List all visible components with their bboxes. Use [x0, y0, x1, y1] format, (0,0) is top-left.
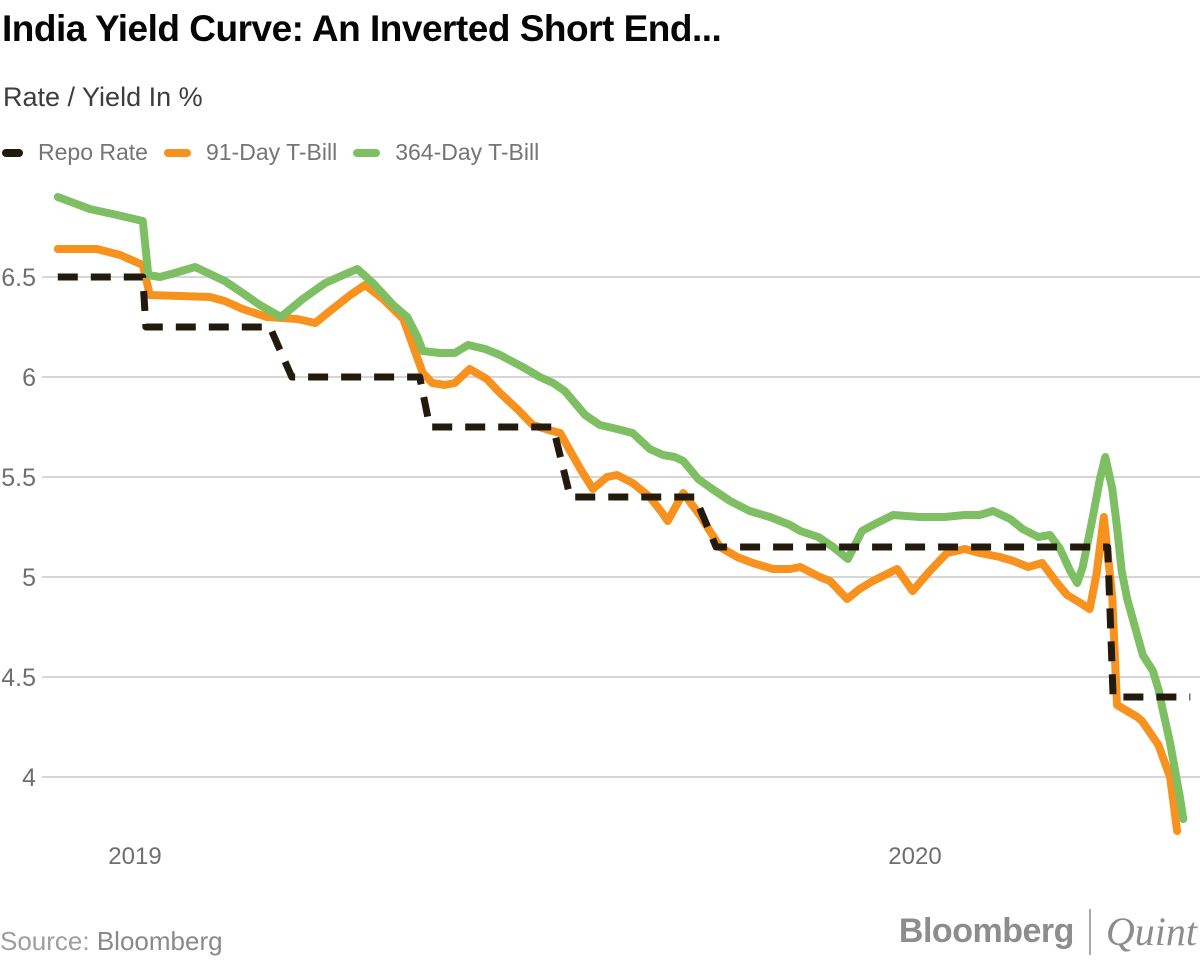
y-tick-label: 6.5	[1, 264, 36, 292]
legend-item-91-day-t-bill[interactable]: 91-Day T-Bill	[163, 139, 340, 166]
axis-unit-subtitle: Rate / Yield In %	[3, 82, 203, 112]
source-prefix: Source:	[0, 926, 97, 956]
364-day-t-bill-swatch-icon	[353, 148, 381, 157]
y-tick-label: 5.5	[1, 464, 36, 492]
line-364-day-t-bill	[53, 193, 1188, 823]
quint-wordmark: Quint	[1105, 909, 1197, 954]
x-tick-label: 2019	[108, 843, 161, 870]
legend-item-repo-rate[interactable]: Repo Rate	[2, 139, 151, 166]
legend-label: Repo Rate	[38, 139, 148, 165]
91-day-t-bill-swatch-icon	[163, 148, 191, 157]
y-tick-label: 4	[22, 764, 36, 792]
line-91-day-t-bill	[53, 245, 1182, 835]
y-tick-label: 4.5	[1, 664, 36, 692]
line-repo-rate	[57, 273, 1191, 701]
repo-rate-swatch-icon	[2, 148, 23, 157]
legend-item-364-day-t-bill[interactable]: 364-Day T-Bill	[353, 139, 542, 166]
legend: Repo Rate 91-Day T-Bill 364-Day T-Bill	[2, 139, 542, 166]
logo-divider	[1088, 908, 1091, 955]
x-tick-label: 2020	[888, 843, 941, 870]
y-tick-label: 6	[22, 364, 36, 392]
legend-label: 364-Day T-Bill	[395, 139, 540, 165]
page-title: India Yield Curve: An Inverted Short End…	[2, 8, 722, 49]
source-attribution: Source: Bloomberg	[0, 926, 223, 957]
legend-label: 91-Day T-Bill	[205, 139, 338, 165]
source-value: Bloomberg	[96, 926, 223, 956]
y-tick-label: 5	[22, 564, 36, 592]
bloomberg-quint-logo: Bloomberg Quint	[899, 908, 1197, 955]
bloomberg-wordmark: Bloomberg	[898, 912, 1074, 950]
